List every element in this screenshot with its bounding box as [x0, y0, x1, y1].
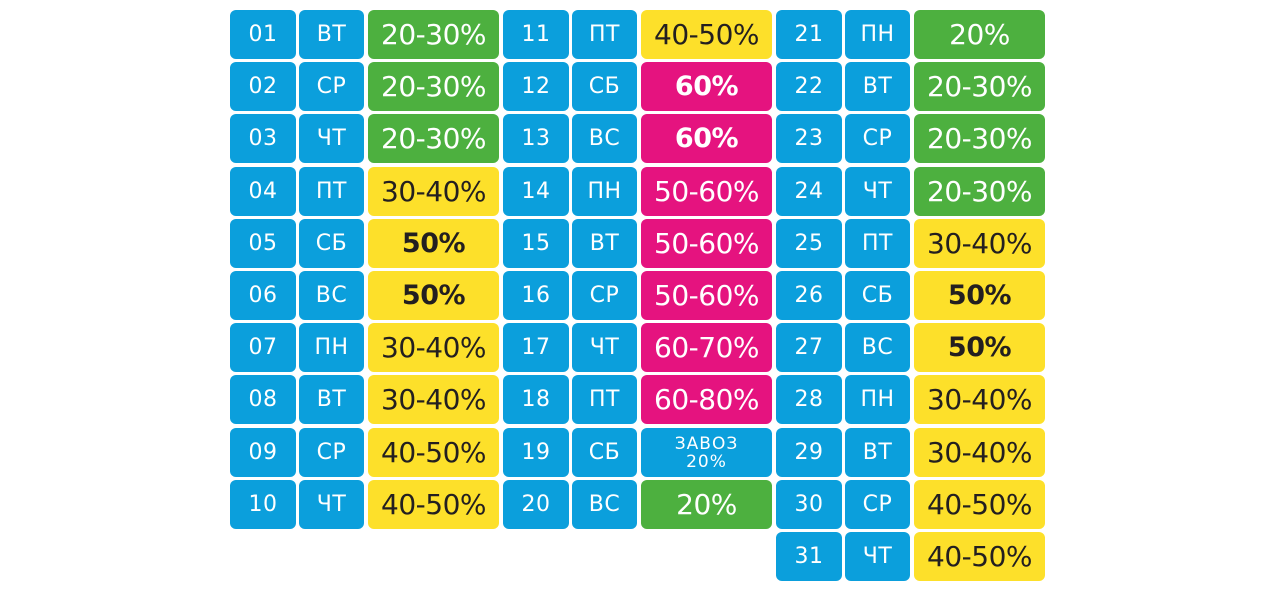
weekday-label: ПН	[845, 10, 910, 59]
weekday-label: СР	[845, 114, 910, 163]
weekday-label: ЧТ	[299, 480, 364, 529]
date-number: 28	[776, 375, 842, 424]
weekday-label: СР	[299, 428, 364, 477]
discount-value: 20%	[641, 480, 772, 529]
weekday-label: ПН	[572, 167, 637, 216]
weekday-label: ПТ	[572, 10, 637, 59]
date-number: 15	[503, 219, 569, 268]
weekday-label: ПН	[299, 323, 364, 372]
date-number: 26	[776, 271, 842, 320]
date-number: 29	[776, 428, 842, 477]
date-number: 19	[503, 428, 569, 477]
weekday-label: ВТ	[572, 219, 637, 268]
date-number: 23	[776, 114, 842, 163]
discount-value: 20-30%	[368, 62, 499, 111]
discount-label-line2: 20%	[686, 451, 727, 472]
weekday-label: ВС	[572, 114, 637, 163]
date-number: 31	[776, 532, 842, 581]
weekday-label: ПН	[845, 375, 910, 424]
date-number: 10	[230, 480, 296, 529]
discount-value: 50%	[914, 271, 1045, 320]
date-number: 20	[503, 480, 569, 529]
weekday-label: ВТ	[299, 375, 364, 424]
weekday-label: СБ	[572, 62, 637, 111]
weekday-label: ПТ	[299, 167, 364, 216]
date-number: 18	[503, 375, 569, 424]
discount-value: 60-80%	[641, 375, 772, 424]
date-number: 21	[776, 10, 842, 59]
date-number: 11	[503, 10, 569, 59]
weekday-label: ПТ	[572, 375, 637, 424]
discount-value: 50-60%	[641, 219, 772, 268]
date-number: 05	[230, 219, 296, 268]
weekday-label: ВТ	[299, 10, 364, 59]
weekday-label: ЧТ	[845, 532, 910, 581]
discount-value: 40-50%	[368, 428, 499, 477]
weekday-label: СБ	[845, 271, 910, 320]
weekday-label: ВТ	[845, 62, 910, 111]
weekday-label: ЧТ	[845, 167, 910, 216]
weekday-label: СР	[299, 62, 364, 111]
weekday-label: СБ	[299, 219, 364, 268]
discount-value: 30-40%	[914, 428, 1045, 477]
discount-value: ЗАВОЗ 20%	[641, 428, 772, 477]
discount-value: 40-50%	[914, 480, 1045, 529]
discount-value: 40-50%	[368, 480, 499, 529]
weekday-label: СР	[845, 480, 910, 529]
discount-value: 30-40%	[914, 219, 1045, 268]
date-number: 06	[230, 271, 296, 320]
discount-value: 20-30%	[914, 167, 1045, 216]
discount-value: 30-40%	[368, 167, 499, 216]
discount-value: 30-40%	[368, 323, 499, 372]
date-number: 07	[230, 323, 296, 372]
date-number: 17	[503, 323, 569, 372]
discount-value: 50-60%	[641, 167, 772, 216]
discount-value: 50%	[914, 323, 1045, 372]
discount-value: 30-40%	[914, 375, 1045, 424]
discount-value: 60-70%	[641, 323, 772, 372]
weekday-label: ВС	[299, 271, 364, 320]
discount-value: 50%	[368, 271, 499, 320]
date-number: 12	[503, 62, 569, 111]
discount-label-line1: ЗАВОЗ	[674, 433, 739, 454]
weekday-label: ЧТ	[572, 323, 637, 372]
date-number: 04	[230, 167, 296, 216]
date-number: 03	[230, 114, 296, 163]
discount-value: 60%	[641, 114, 772, 163]
date-number: 09	[230, 428, 296, 477]
date-number: 24	[776, 167, 842, 216]
weekday-label: ВС	[845, 323, 910, 372]
discount-value: 50-60%	[641, 271, 772, 320]
date-number: 27	[776, 323, 842, 372]
date-number: 02	[230, 62, 296, 111]
date-number: 25	[776, 219, 842, 268]
date-number: 13	[503, 114, 569, 163]
discount-value: 60%	[641, 62, 772, 111]
discount-value: 20-30%	[914, 114, 1045, 163]
discount-value: 20-30%	[914, 62, 1045, 111]
discount-value: 20-30%	[368, 10, 499, 59]
discount-value: 30-40%	[368, 375, 499, 424]
discount-value: 40-50%	[641, 10, 772, 59]
weekday-label: ВС	[572, 480, 637, 529]
weekday-label: СР	[572, 271, 637, 320]
discount-value: 40-50%	[914, 532, 1045, 581]
discount-value: 20%	[914, 10, 1045, 59]
discount-value: 20-30%	[368, 114, 499, 163]
date-number: 22	[776, 62, 842, 111]
discount-value: 50%	[368, 219, 499, 268]
weekday-label: ЧТ	[299, 114, 364, 163]
date-number: 08	[230, 375, 296, 424]
date-number: 16	[503, 271, 569, 320]
weekday-label: СБ	[572, 428, 637, 477]
date-number: 30	[776, 480, 842, 529]
date-number: 01	[230, 10, 296, 59]
weekday-label: ВТ	[845, 428, 910, 477]
date-number: 14	[503, 167, 569, 216]
weekday-label: ПТ	[845, 219, 910, 268]
